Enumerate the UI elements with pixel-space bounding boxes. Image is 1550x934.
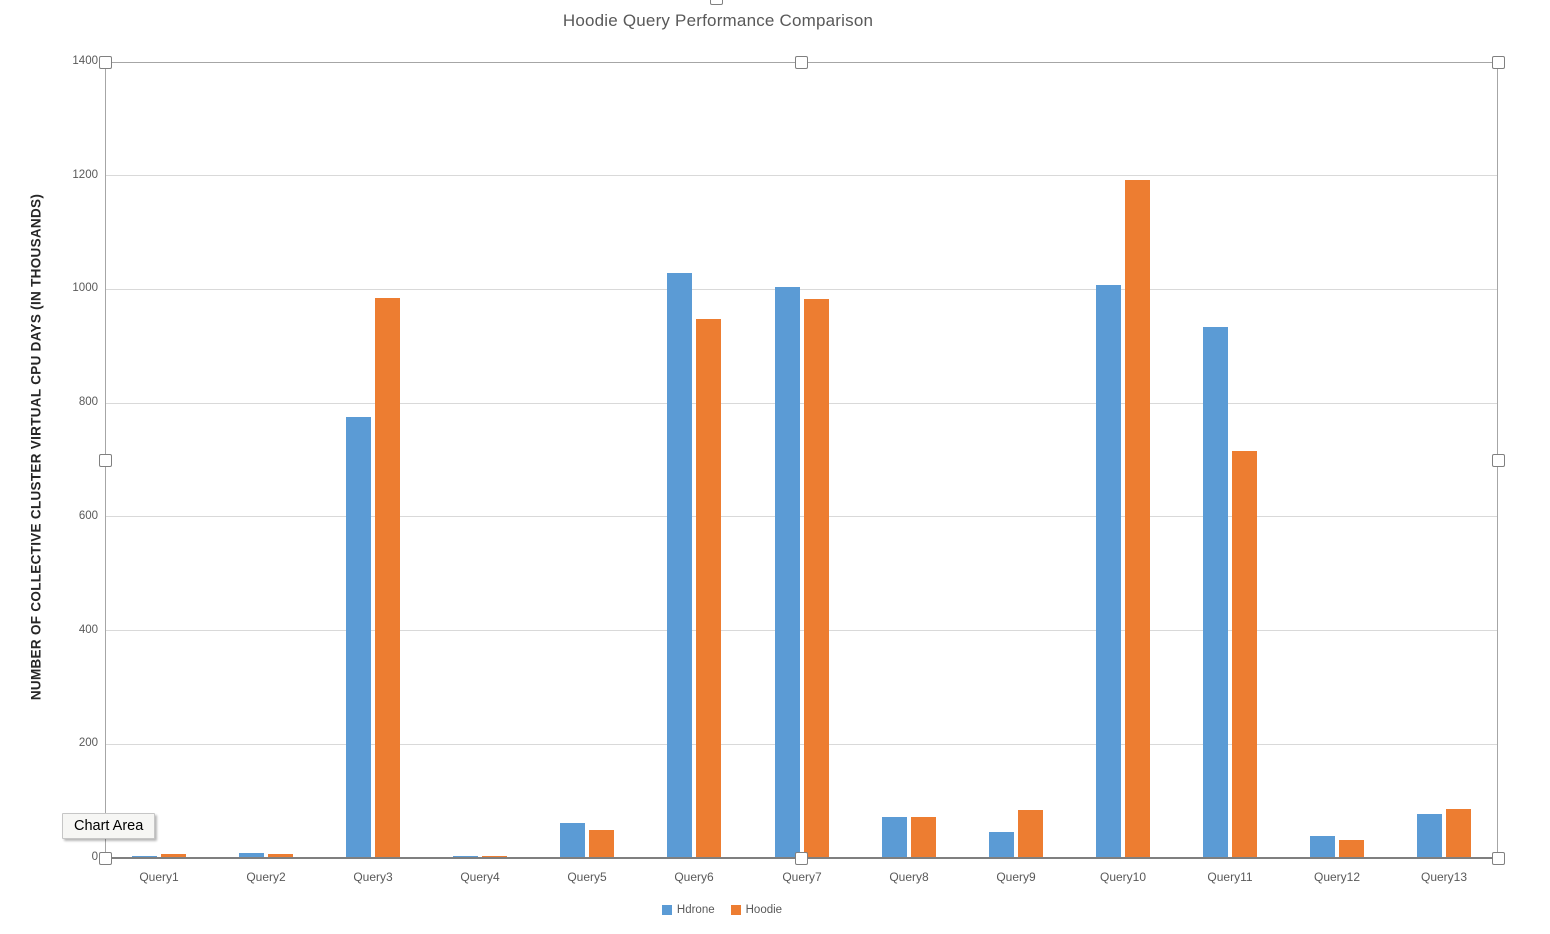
- bar-hoodie-query13[interactable]: [1446, 809, 1471, 858]
- bar-hoodie-query11[interactable]: [1232, 451, 1257, 858]
- legend-label-hdrone: Hdrone: [676, 904, 715, 916]
- legend-label-hoodie: Hoodie: [745, 904, 783, 916]
- bar-hoodie-query7[interactable]: [804, 299, 829, 858]
- bar-hdrone-query10[interactable]: [1096, 285, 1121, 858]
- bar-hdrone-query8[interactable]: [882, 817, 907, 858]
- bar-hdrone-query7[interactable]: [775, 287, 800, 858]
- legend-item-hdrone[interactable]: Hdrone: [661, 904, 715, 916]
- chart-area-handle-top[interactable]: [710, 0, 723, 5]
- x-tick-label-query6: Query6: [674, 870, 714, 884]
- selection-handle-top-left[interactable]: [99, 56, 112, 69]
- x-tick-label-query5: Query5: [567, 870, 607, 884]
- x-tick-label-query9: Query9: [996, 870, 1036, 884]
- x-tick-label-query13: Query13: [1420, 870, 1468, 884]
- legend-swatch-hdrone-icon: [661, 905, 672, 915]
- selection-handle-top-center[interactable]: [795, 56, 808, 69]
- chart-title[interactable]: Hoodie Query Performance Comparison: [562, 11, 874, 30]
- x-tick-label-query3: Query3: [353, 870, 393, 884]
- gridline-400: [105, 630, 1498, 632]
- bar-hoodie-query6[interactable]: [696, 319, 721, 858]
- y-tick-label-1000: 1000: [72, 282, 98, 294]
- y-tick-label-200: 200: [78, 737, 98, 749]
- bar-hdrone-query11[interactable]: [1203, 327, 1228, 858]
- selection-handle-middle-right[interactable]: [1492, 454, 1505, 467]
- selection-handle-middle-left[interactable]: [99, 454, 112, 467]
- bar-hdrone-query13[interactable]: [1417, 814, 1442, 858]
- y-tick-label-800: 800: [78, 396, 98, 408]
- y-tick-label-1200: 1200: [72, 169, 98, 181]
- bar-hdrone-query3[interactable]: [346, 417, 371, 858]
- bar-hdrone-query5[interactable]: [560, 823, 585, 858]
- chart-area-tooltip: Chart Area: [62, 813, 156, 839]
- selection-handle-top-right[interactable]: [1492, 56, 1505, 69]
- y-tick-label-400: 400: [78, 624, 98, 636]
- bar-hoodie-query9[interactable]: [1018, 810, 1043, 858]
- selection-handle-bottom-center[interactable]: [795, 852, 808, 865]
- x-tick-label-query1: Query1: [139, 870, 179, 884]
- bar-hoodie-query10[interactable]: [1125, 180, 1150, 858]
- gridline-800: [105, 402, 1498, 404]
- selection-handle-bottom-right[interactable]: [1492, 852, 1505, 865]
- legend-swatch-hoodie-icon: [730, 905, 741, 915]
- gridline-200: [105, 743, 1498, 745]
- gridline-600: [105, 516, 1498, 518]
- y-tick-label-1400: 1400: [72, 55, 98, 67]
- x-tick-label-query2: Query2: [246, 870, 286, 884]
- legend[interactable]: Hdrone Hoodie: [0, 904, 1444, 916]
- x-tick-label-query10: Query10: [1099, 870, 1147, 884]
- selection-handle-bottom-left[interactable]: [99, 852, 112, 865]
- bar-hoodie-query12[interactable]: [1339, 840, 1364, 858]
- y-tick-label-600: 600: [78, 510, 98, 522]
- bar-hdrone-query2[interactable]: [239, 853, 264, 858]
- plot-area[interactable]: [104, 62, 1499, 859]
- bar-hdrone-query9[interactable]: [989, 832, 1014, 858]
- gridline-1200: [105, 175, 1498, 177]
- bar-hdrone-query12[interactable]: [1310, 836, 1335, 858]
- y-tick-label-0: 0: [91, 851, 98, 863]
- bar-hoodie-query8[interactable]: [911, 817, 936, 858]
- bar-hoodie-query3[interactable]: [375, 298, 400, 858]
- x-tick-label-query4: Query4: [460, 870, 500, 884]
- bar-hoodie-query1[interactable]: [161, 854, 186, 858]
- bar-hoodie-query2[interactable]: [268, 854, 293, 858]
- gridline-1000: [105, 288, 1498, 290]
- bar-hdrone-query6[interactable]: [667, 273, 692, 858]
- x-tick-label-query7: Query7: [782, 870, 822, 884]
- plot-area-selection-border: [105, 62, 1498, 858]
- y-axis-title[interactable]: NUMBER OF COLLECTIVE CLUSTER VIRTUAL CPU…: [28, 193, 44, 701]
- x-tick-label-query12: Query12: [1313, 870, 1361, 884]
- legend-item-hoodie[interactable]: Hoodie: [730, 904, 783, 916]
- x-tick-label-query11: Query11: [1207, 870, 1253, 884]
- x-tick-label-query8: Query8: [889, 870, 929, 884]
- bar-hoodie-query5[interactable]: [589, 830, 614, 858]
